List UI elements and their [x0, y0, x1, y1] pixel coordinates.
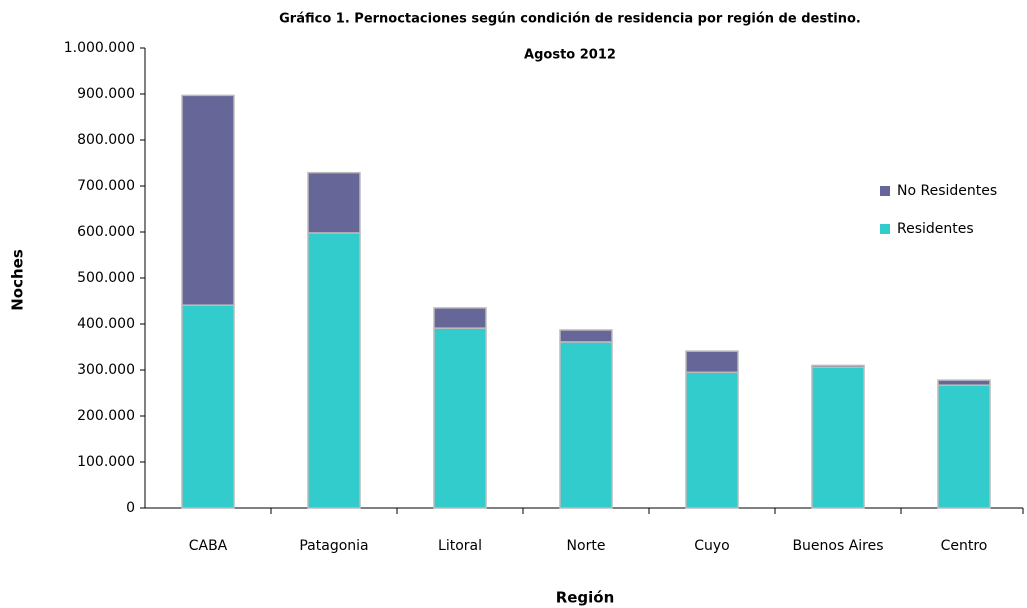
- y-tick-label: 300.000: [77, 362, 135, 378]
- y-tick-label: 0: [126, 500, 135, 516]
- x-tick-label: Litoral: [438, 538, 482, 554]
- y-tick-label: 900.000: [77, 86, 135, 102]
- bar-segment: [811, 366, 865, 509]
- bar-segment: [559, 341, 613, 509]
- bar-segment: [685, 371, 739, 509]
- bar-segment: [181, 94, 235, 306]
- x-tick-label: CABA: [189, 538, 228, 554]
- legend-swatch: [880, 186, 890, 196]
- bar-segment: [685, 350, 739, 374]
- bar-segment: [811, 364, 865, 368]
- x-tick-label: Cuyo: [694, 538, 730, 554]
- y-tick-label: 200.000: [77, 408, 135, 424]
- y-tick-label: 500.000: [77, 270, 135, 286]
- bar-segment: [559, 329, 613, 343]
- x-tick-label: Buenos Aires: [792, 538, 883, 554]
- x-tick-label: Norte: [567, 538, 606, 554]
- y-tick-label: 700.000: [77, 178, 135, 194]
- y-tick-label: 100.000: [77, 454, 135, 470]
- y-tick-label: 600.000: [77, 224, 135, 240]
- bar-segment: [181, 304, 235, 509]
- x-tick-label: Centro: [941, 538, 988, 554]
- bar-segment: [307, 171, 361, 234]
- bar-segment: [307, 232, 361, 509]
- legend-label: No Residentes: [897, 183, 997, 199]
- bar-segment: [433, 307, 487, 329]
- y-tick-label: 400.000: [77, 316, 135, 332]
- chart-title: Gráfico 1. Pernoctaciones según condició…: [279, 12, 861, 27]
- y-tick-label: 1.000.000: [64, 40, 135, 56]
- bar-segment: [433, 327, 487, 509]
- legend-label: Residentes: [897, 221, 974, 237]
- chart-subtitle: Agosto 2012: [524, 48, 616, 63]
- y-axis-label: Noches: [9, 249, 27, 311]
- x-tick-label: Patagonia: [299, 538, 368, 554]
- x-axis-label: Región: [556, 589, 615, 607]
- bar-segment: [937, 384, 991, 509]
- legend-swatch: [880, 224, 890, 234]
- y-tick-label: 800.000: [77, 132, 135, 148]
- bar-segment: [937, 379, 991, 386]
